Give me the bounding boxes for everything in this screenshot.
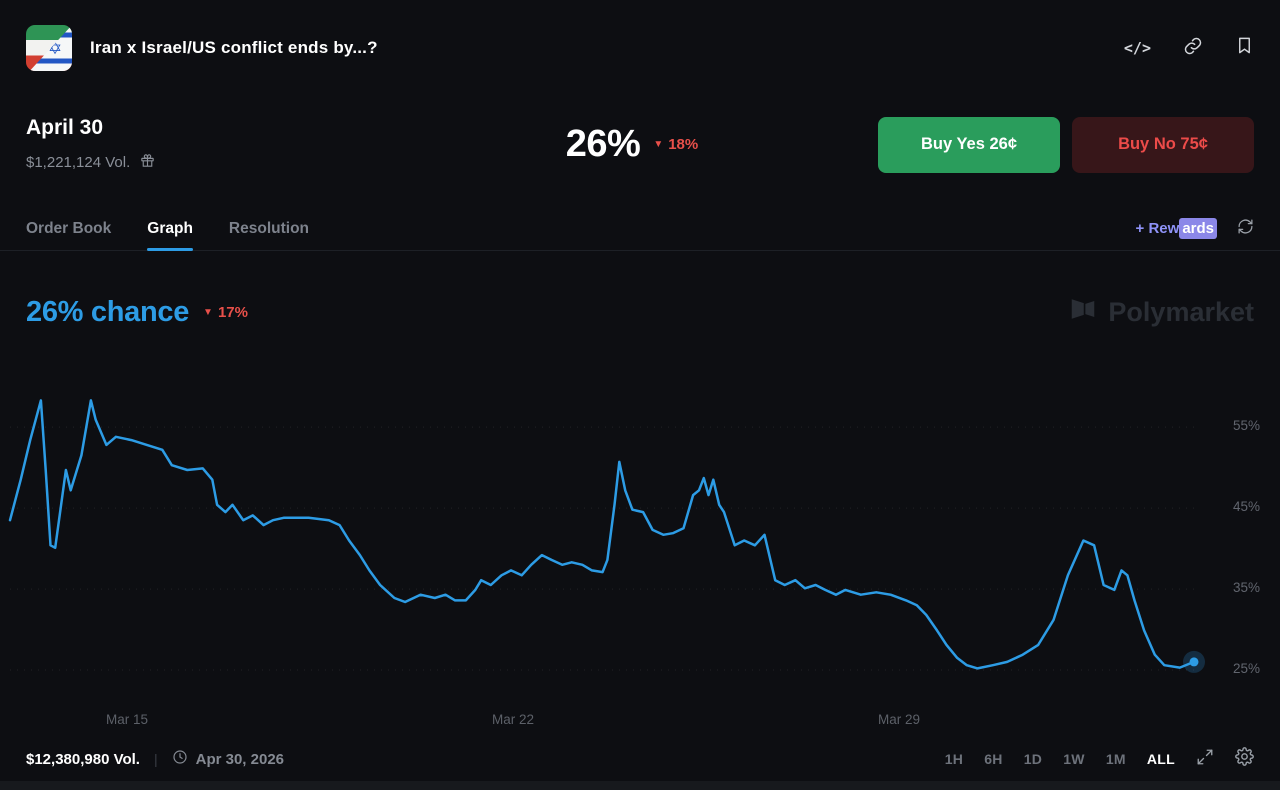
rewards-prefix: + Rew	[1135, 220, 1180, 237]
total-volume: $12,380,980 Vol.	[26, 750, 140, 768]
chart-chance-line: 26% chance ▼ 17%	[26, 296, 248, 329]
clock-icon	[172, 749, 188, 769]
chance-value: 26%	[565, 123, 641, 165]
footer-right: 1H 6H 1D 1W 1M ALL	[945, 747, 1254, 771]
refresh-button[interactable]	[1237, 218, 1254, 240]
polymarket-logo-icon	[1068, 294, 1098, 331]
current-odds: 26% ▼ 18%	[331, 123, 933, 166]
y-axis-label: 25%	[1232, 661, 1260, 677]
expand-chart-button[interactable]	[1196, 748, 1214, 771]
endpoint-dot	[1189, 657, 1199, 667]
market-avatar: ✡	[26, 25, 72, 71]
watermark-text: Polymarket	[1108, 297, 1254, 327]
chart-chance-change: ▼ 17%	[203, 304, 248, 321]
x-axis-labels: Mar 15 Mar 22 Mar 29	[10, 700, 1200, 730]
footer-separator: |	[153, 751, 158, 767]
bookmark-icon	[1235, 36, 1254, 60]
timeframe-1m[interactable]: 1M	[1105, 751, 1126, 767]
footer-left: $12,380,980 Vol. | Apr 30, 2026	[26, 749, 284, 769]
chart-header: 26% chance ▼ 17% Polymarket	[0, 294, 1280, 331]
chance-change: ▼ 18%	[653, 136, 698, 153]
link-icon	[1183, 36, 1203, 61]
bookmark-button[interactable]	[1235, 36, 1254, 60]
down-arrow-icon: ▼	[653, 138, 664, 150]
trade-buttons: Buy Yes 26¢ Buy No 75¢	[878, 116, 1254, 173]
x-axis-label: Mar 15	[105, 712, 149, 727]
volume-line: $1,221,124 Vol.	[26, 152, 276, 173]
expand-icon	[1196, 748, 1214, 771]
timeframe-1w[interactable]: 1W	[1063, 751, 1085, 767]
market-header: ✡ Iran x Israel/US conflict ends by...? …	[0, 0, 1280, 96]
price-chart-svg[interactable]	[8, 385, 1205, 700]
refresh-icon	[1237, 218, 1254, 240]
bottom-section-edge	[0, 781, 1280, 790]
price-chart[interactable]: 55% 45% 35% 25% Mar 15 Mar 22 Mar 29	[0, 385, 1280, 727]
buy-no-button[interactable]: Buy No 75¢	[1072, 116, 1254, 173]
embed-code-icon: </>	[1123, 39, 1151, 57]
down-arrow-icon: ▼	[203, 306, 213, 318]
y-axis-labels: 55% 45% 35% 25%	[1216, 385, 1260, 700]
timeframe-1h[interactable]: 1H	[944, 751, 964, 767]
market-title: Iran x Israel/US conflict ends by...?	[90, 38, 378, 57]
change-value: 18%	[668, 136, 699, 153]
volume-text: $1,221,124 Vol.	[26, 154, 131, 171]
buy-yes-button[interactable]: Buy Yes 26¢	[878, 116, 1060, 173]
y-axis-label: 35%	[1232, 580, 1260, 596]
tab-bar-right: + Rew ards	[1136, 218, 1254, 240]
tab-order-book[interactable]: Order Book	[26, 219, 112, 237]
y-axis-label: 45%	[1232, 499, 1260, 515]
gift-icon[interactable]	[139, 152, 156, 173]
tab-bar: Order Book Graph Resolution + Rew ards	[0, 207, 1280, 251]
chart-change-value: 17%	[217, 304, 248, 321]
market-summary-row: April 30 $1,221,124 Vol. 26% ▼ 18% Buy Y…	[0, 96, 1280, 173]
x-axis-label: Mar 22	[491, 712, 535, 727]
outcome-date: April 30	[26, 116, 104, 139]
chart-settings-button[interactable]	[1235, 747, 1254, 771]
timeframe-all[interactable]: ALL	[1146, 751, 1175, 767]
end-date-text: Apr 30, 2026	[195, 750, 285, 768]
header-actions: </>	[1124, 36, 1254, 61]
rewards-highlight: ards	[1179, 218, 1217, 239]
end-date[interactable]: Apr 30, 2026	[172, 749, 284, 769]
tab-resolution[interactable]: Resolution	[228, 219, 310, 237]
polymarket-watermark: Polymarket	[1068, 294, 1254, 331]
copy-link-button[interactable]	[1183, 36, 1203, 61]
price-line	[8, 399, 1196, 670]
chart-chance-value: 26% chance	[26, 296, 190, 328]
chart-footer: $12,380,980 Vol. | Apr 30, 2026 1H 6H 1D…	[0, 742, 1280, 776]
outcome-info: April 30 $1,221,124 Vol.	[26, 116, 276, 173]
y-axis-label: 55%	[1232, 418, 1260, 434]
rewards-link[interactable]: + Rew ards	[1135, 218, 1217, 239]
x-axis-label: Mar 29	[877, 712, 921, 727]
timeframe-1d[interactable]: 1D	[1023, 751, 1043, 767]
gear-icon	[1235, 747, 1254, 771]
embed-button[interactable]: </>	[1124, 39, 1151, 57]
tab-graph[interactable]: Graph	[147, 207, 193, 251]
timeframe-6h[interactable]: 6H	[984, 751, 1003, 767]
